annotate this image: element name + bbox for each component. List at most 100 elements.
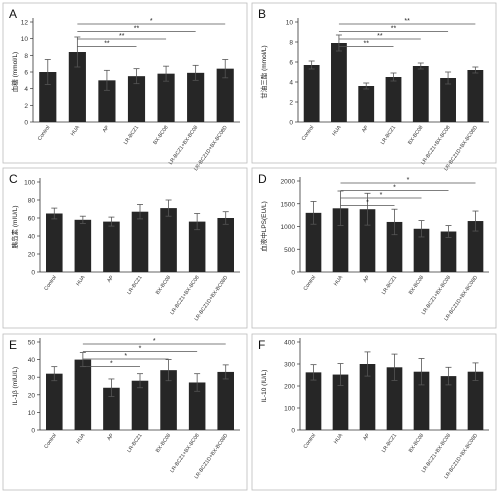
category-label: Control bbox=[303, 433, 318, 450]
significance-label: ** bbox=[119, 33, 125, 40]
significance-label: * bbox=[139, 346, 142, 353]
panel-b: B 0 2 4 6 8 10 甘油三酯 (mmol/L) Control HUA AP LR-BCZ1… bbox=[251, 2, 497, 172]
bar bbox=[188, 382, 206, 430]
y-tick-label: 400 bbox=[284, 340, 295, 347]
bar bbox=[413, 228, 430, 272]
category-label: LR-BCZ1+BX-BC08 bbox=[168, 125, 200, 166]
y-tick-label: 2 bbox=[24, 103, 28, 110]
category-label: HUA bbox=[70, 124, 82, 137]
y-tick-label: 10 bbox=[28, 410, 36, 417]
y-tick-label: 10 bbox=[21, 36, 29, 43]
category-label: BX-BC08 bbox=[408, 275, 425, 296]
category-label: LR-BCZ1 bbox=[381, 275, 398, 296]
bar bbox=[131, 211, 149, 272]
significance-label: ** bbox=[377, 33, 383, 40]
y-tick-label: 40 bbox=[28, 357, 36, 364]
bar bbox=[217, 371, 234, 430]
panel-c: C 0 20 40 60 80 100 胰岛素 (mIU/L) Control HUA AP LR-B… bbox=[2, 167, 248, 329]
bar bbox=[440, 376, 457, 430]
y-tick-label: 50 bbox=[28, 340, 36, 347]
y-tick-label: 60 bbox=[28, 216, 36, 223]
bar bbox=[386, 221, 403, 272]
bar bbox=[131, 380, 149, 430]
category-label: Control bbox=[43, 275, 58, 292]
bar bbox=[157, 73, 175, 122]
bar bbox=[359, 364, 376, 430]
bar bbox=[74, 219, 92, 272]
category-label: HUA bbox=[333, 432, 345, 445]
category-label: LR-BCZ1 bbox=[381, 433, 398, 454]
bar bbox=[303, 65, 320, 122]
y-tick-label: 0 bbox=[31, 428, 35, 435]
panel-label: C bbox=[9, 172, 18, 186]
category-label: LR-BCZ1D+BX-BC08D bbox=[194, 432, 230, 480]
bar bbox=[39, 72, 57, 122]
significance-label: * bbox=[150, 18, 153, 25]
y-tick-label: 20 bbox=[28, 392, 36, 399]
y-tick-label: 40 bbox=[28, 234, 36, 241]
category-label: HUA bbox=[331, 124, 343, 137]
y-tick-label: 4 bbox=[24, 86, 28, 93]
y-tick-label: 100 bbox=[24, 180, 35, 187]
bar bbox=[188, 221, 206, 272]
bar bbox=[467, 70, 484, 122]
y-axis-title: IL-10 (IU/L) bbox=[261, 370, 268, 403]
bar bbox=[68, 52, 86, 122]
significance-label: ** bbox=[404, 18, 410, 25]
significance-label: * bbox=[380, 192, 383, 199]
panel-frame bbox=[251, 333, 497, 491]
panel-frame bbox=[2, 167, 248, 329]
bar bbox=[103, 221, 120, 272]
bar bbox=[305, 212, 322, 272]
y-tick-label: 20 bbox=[28, 252, 36, 259]
category-label: BX-BC08 bbox=[407, 125, 424, 146]
y-tick-label: 30 bbox=[28, 375, 36, 382]
category-label: LR-BCZ1+BX-BC08 bbox=[421, 275, 453, 316]
bar bbox=[467, 371, 484, 430]
significance-label: ** bbox=[363, 41, 369, 48]
category-label: LR-BCZ1 bbox=[126, 433, 143, 454]
bar bbox=[412, 66, 429, 122]
category-label: AP bbox=[362, 274, 371, 284]
category-label: LR-BCZ1 bbox=[126, 275, 143, 296]
panel-a: A 0 2 4 6 8 10 12 血糖 (mmol/L) Control HUA AP LR-BCZ1… bbox=[2, 2, 248, 172]
significance-label: ** bbox=[391, 26, 397, 33]
y-axis-title: 血液中LPS(EU/L) bbox=[259, 201, 268, 252]
y-tick-label: 2000 bbox=[281, 179, 296, 186]
significance-label: * bbox=[124, 353, 127, 360]
category-label: LR-BCZ1+BX-BC08 bbox=[169, 433, 201, 474]
category-label: LR-BCZ1+BX-BC08 bbox=[169, 275, 201, 316]
y-axis-title: 胰岛素 (mIU/L) bbox=[10, 206, 19, 249]
panel-label: A bbox=[9, 7, 17, 21]
significance-label: * bbox=[393, 185, 396, 192]
significance-label: * bbox=[366, 200, 369, 207]
category-label: LR-BCZ1+BX-BC08 bbox=[420, 125, 452, 166]
y-tick-label: 0 bbox=[31, 270, 35, 277]
y-tick-label: 4 bbox=[289, 80, 293, 87]
category-label: LR-BCZ1D+BX-BC08D bbox=[194, 274, 230, 322]
bar bbox=[187, 72, 205, 122]
panel-e: E 0 10 20 30 40 50 IL-1β (mIU/L) Control HUA AP LR-… bbox=[2, 333, 248, 491]
bar bbox=[440, 78, 456, 122]
bar bbox=[74, 359, 92, 430]
panel-label: D bbox=[258, 172, 267, 186]
category-label: BX-BC08 bbox=[408, 433, 425, 454]
category-label: HUA bbox=[75, 432, 87, 445]
y-axis-title: IL-1β (mIU/L) bbox=[12, 367, 19, 405]
category-label: LR-BCZ1 bbox=[123, 125, 140, 146]
y-axis-title: 甘油三酯 (mmol/L) bbox=[259, 45, 268, 98]
bar bbox=[385, 77, 402, 122]
bar bbox=[358, 86, 375, 122]
category-label: AP bbox=[361, 124, 370, 134]
significance-label: ** bbox=[104, 41, 110, 48]
y-tick-label: 6 bbox=[24, 70, 28, 77]
category-label: HUA bbox=[333, 274, 345, 287]
bar bbox=[386, 367, 403, 430]
y-tick-label: 8 bbox=[289, 40, 293, 47]
bar bbox=[160, 208, 177, 272]
panel-frame bbox=[2, 2, 248, 164]
panel-d: D 0 500 1000 1500 2000 血液中LPS(EU/L) Control HUA A… bbox=[251, 167, 497, 329]
bar bbox=[359, 209, 376, 272]
